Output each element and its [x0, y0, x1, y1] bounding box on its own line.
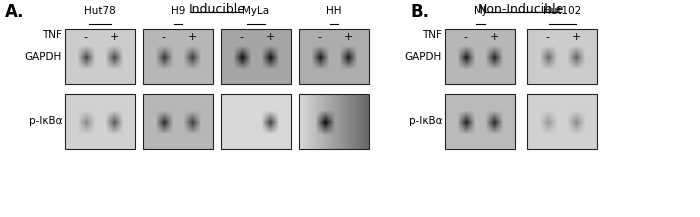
- Bar: [221, 29, 291, 84]
- Text: -: -: [161, 32, 165, 42]
- Bar: [445, 29, 515, 84]
- Text: +: +: [572, 32, 582, 42]
- Text: p-IκBα: p-IκBα: [409, 117, 442, 127]
- Bar: [65, 29, 135, 84]
- Text: +: +: [110, 32, 120, 42]
- Text: MJ: MJ: [474, 6, 486, 16]
- Text: -: -: [317, 32, 321, 42]
- Text: HH: HH: [326, 6, 342, 16]
- Text: -: -: [239, 32, 244, 42]
- Text: +: +: [490, 32, 499, 42]
- Bar: [527, 94, 597, 149]
- Bar: [143, 29, 213, 84]
- Bar: [299, 94, 369, 149]
- Text: Hut78: Hut78: [84, 6, 116, 16]
- Bar: [445, 94, 515, 149]
- Bar: [65, 94, 135, 149]
- Text: -: -: [83, 32, 88, 42]
- Text: GAPDH: GAPDH: [405, 51, 442, 61]
- Text: H9: H9: [171, 6, 186, 16]
- Text: -: -: [463, 32, 468, 42]
- Bar: [299, 29, 369, 84]
- Text: +: +: [188, 32, 197, 42]
- Bar: [221, 94, 291, 149]
- Text: +: +: [344, 32, 354, 42]
- Text: B.: B.: [410, 3, 429, 21]
- Text: TNF: TNF: [422, 30, 442, 40]
- Text: GAPDH: GAPDH: [25, 51, 62, 61]
- Text: +: +: [266, 32, 275, 42]
- Text: -: -: [545, 32, 550, 42]
- Text: p-IκBα: p-IκBα: [29, 117, 62, 127]
- Text: A.: A.: [5, 3, 24, 21]
- Text: Hut102: Hut102: [543, 6, 581, 16]
- Bar: [143, 94, 213, 149]
- Text: TNF: TNF: [42, 30, 62, 40]
- Bar: [527, 29, 597, 84]
- Text: Inducible: Inducible: [188, 3, 246, 16]
- Text: MyLa: MyLa: [242, 6, 270, 16]
- Text: Non-Inducible: Non-Inducible: [478, 3, 564, 16]
